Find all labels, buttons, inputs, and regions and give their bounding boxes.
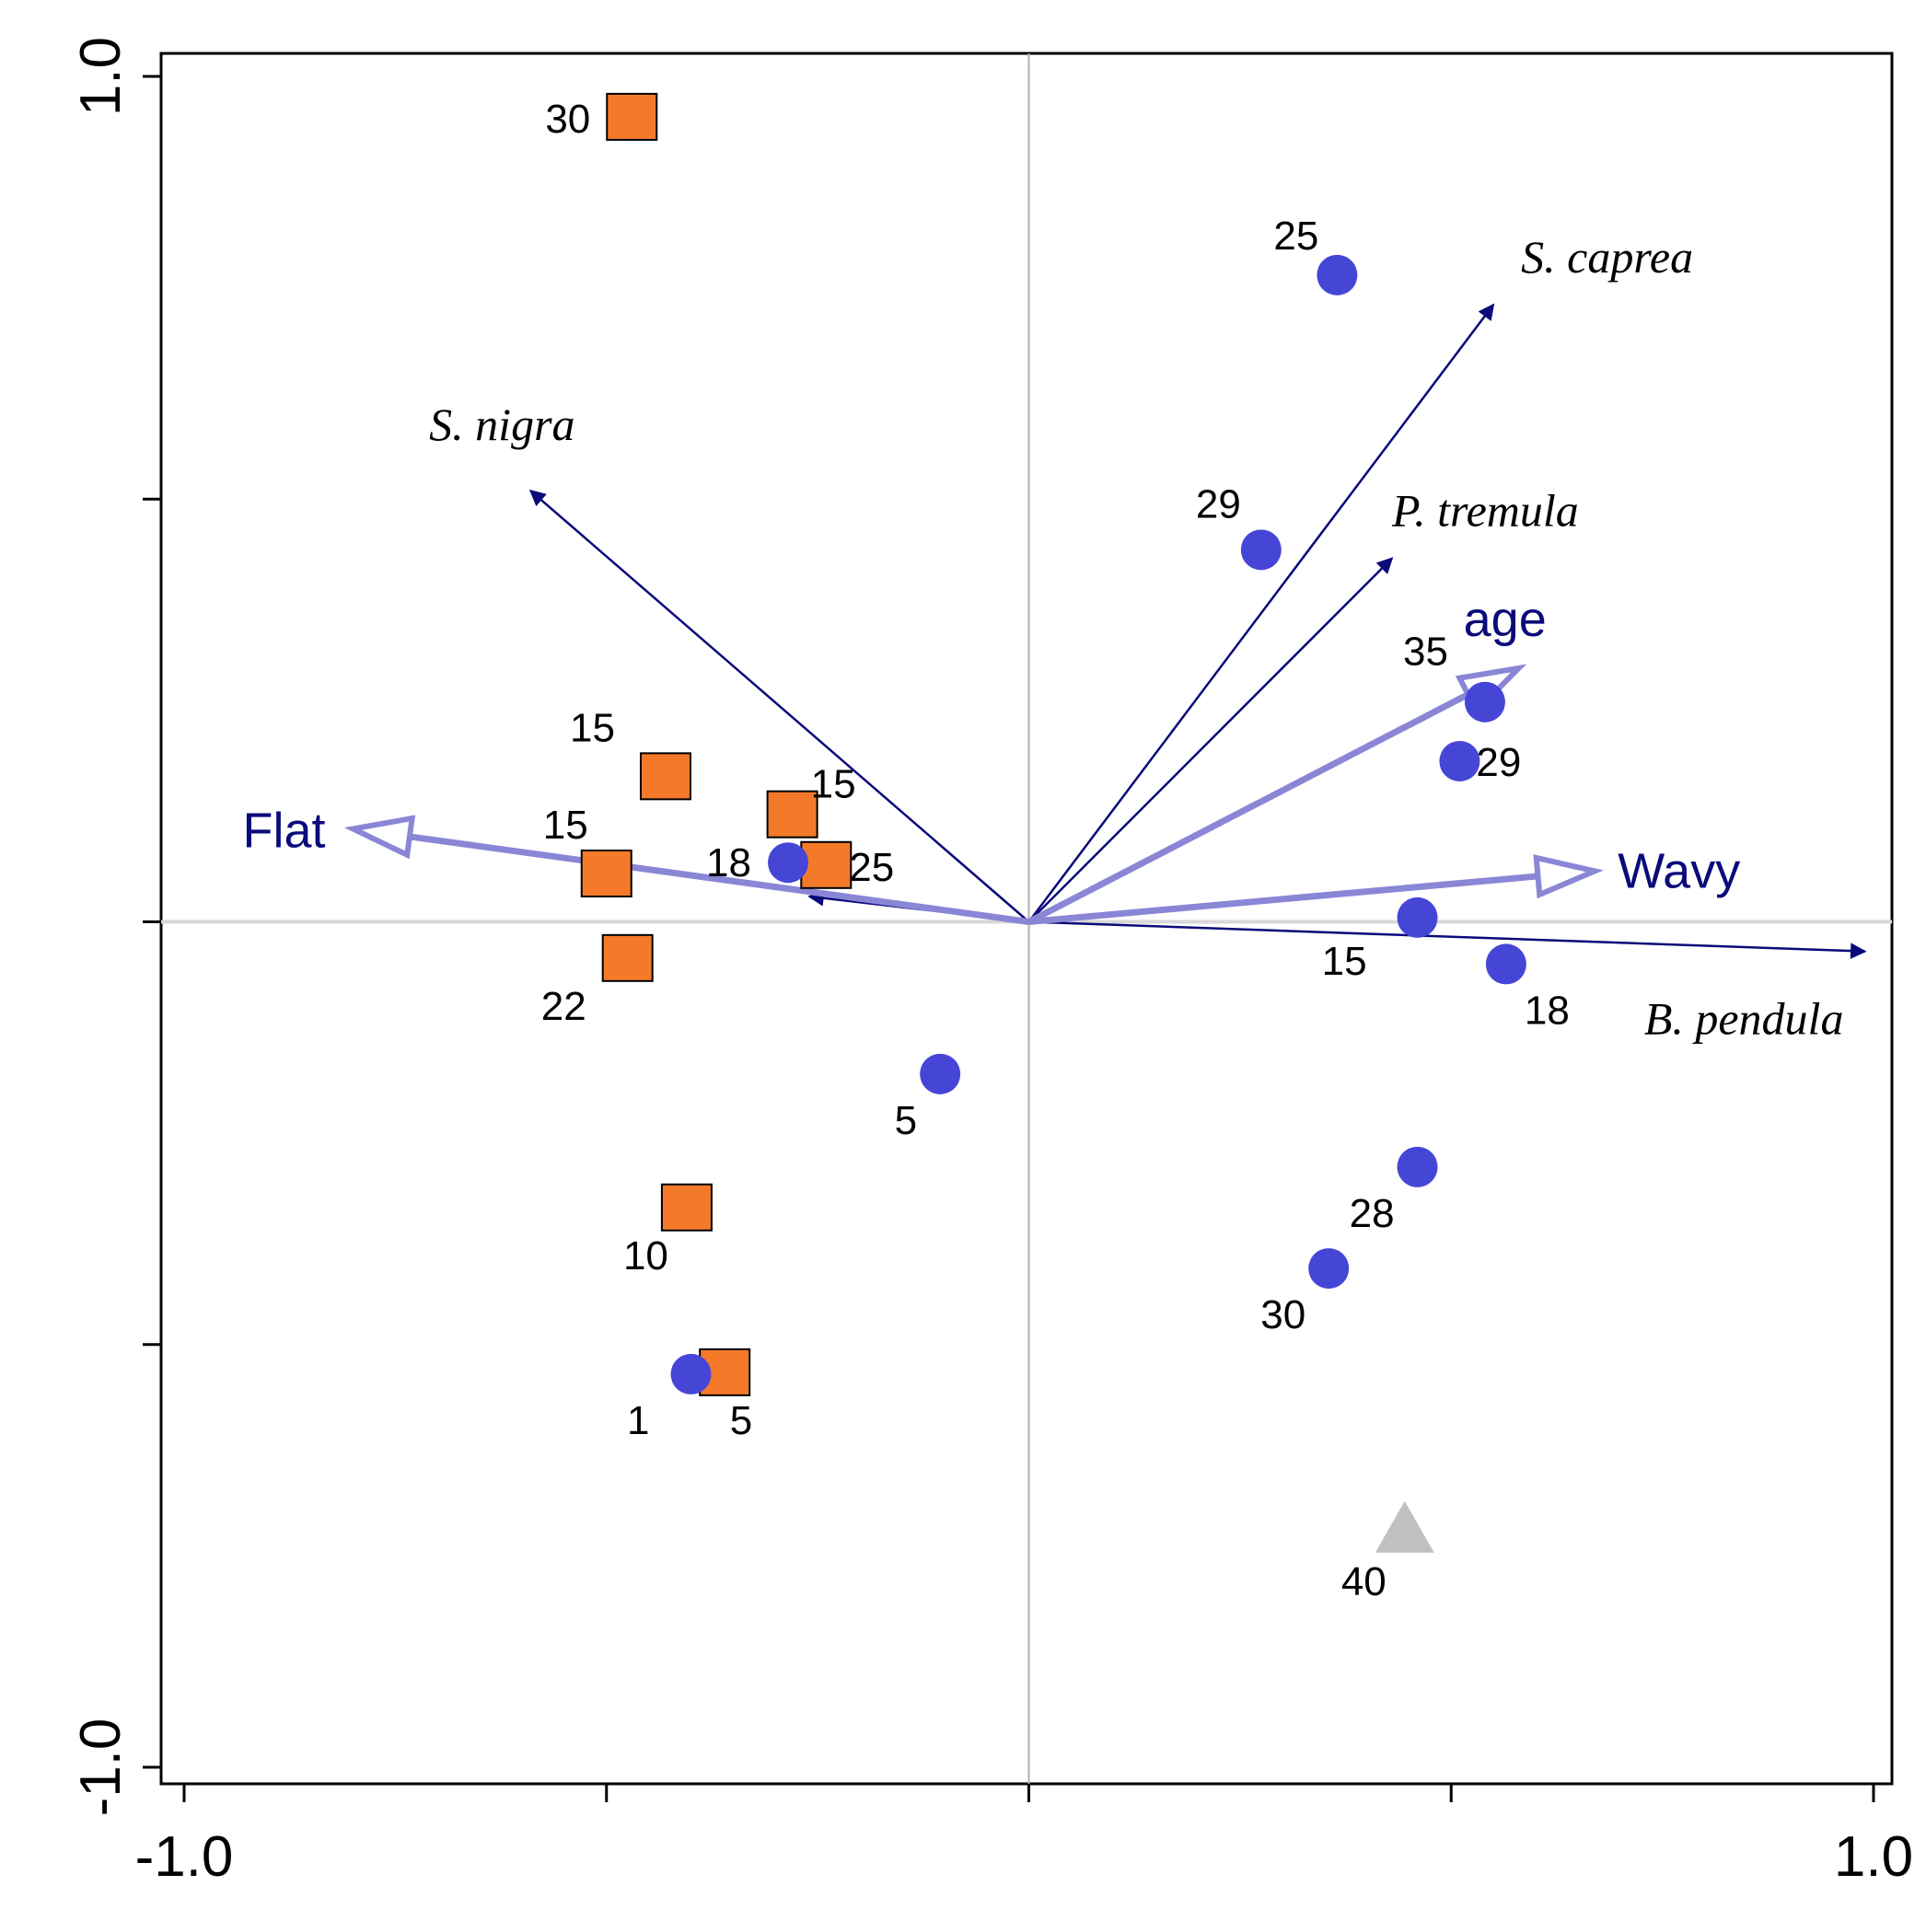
circle-point	[1485, 943, 1526, 985]
circle-point	[1308, 1248, 1350, 1290]
species-arrow-s-caprea	[1027, 303, 1495, 923]
square-point	[660, 1183, 713, 1232]
point-label: 15	[811, 762, 856, 807]
x-tick-label: 1.0	[1834, 1825, 1913, 1889]
species-arrow-b-pendula	[1028, 920, 1867, 959]
circle-point	[768, 842, 809, 884]
species-label: S. nigra	[429, 399, 574, 450]
env-arrow-wavy	[1028, 873, 1538, 925]
point-label: 29	[1196, 481, 1241, 526]
circle-point	[670, 1353, 712, 1394]
circle-point	[1397, 897, 1438, 938]
circle-point	[1317, 254, 1358, 295]
point-label: 18	[706, 840, 751, 885]
env-arrow-wavy-head	[1533, 854, 1604, 899]
species-label: P. tremula	[1391, 485, 1579, 537]
point-label: 29	[1476, 740, 1521, 785]
square-point	[639, 752, 691, 801]
point-label: 22	[541, 984, 586, 1029]
species-arrow-p-tremula	[1027, 557, 1394, 923]
species-label: S. caprea	[1521, 231, 1693, 283]
point-label: 15	[570, 705, 615, 750]
point-label: 15	[1322, 939, 1367, 984]
square-point	[580, 849, 632, 897]
plot-frame	[159, 52, 1894, 1786]
point-label: 28	[1350, 1191, 1395, 1236]
triangle-point	[1375, 1500, 1434, 1553]
y-tick-label: 1.0	[69, 37, 133, 116]
x-tick-label: -1.0	[135, 1825, 234, 1889]
species-label: B. pendula	[1644, 993, 1844, 1045]
point-label: 35	[1403, 630, 1448, 675]
circle-point	[1464, 681, 1505, 723]
point-label: 25	[1273, 214, 1318, 259]
point-label: 40	[1341, 1559, 1386, 1604]
square-point	[606, 92, 658, 141]
y-tick-label: -1.0	[69, 1718, 133, 1817]
square-point	[601, 933, 654, 982]
point-label: 30	[1260, 1292, 1305, 1337]
env-label: age	[1464, 592, 1547, 647]
env-label: Flat	[242, 803, 325, 858]
env-arrow-age	[1027, 691, 1470, 925]
env-arrow-flat-head	[343, 815, 416, 860]
point-label: 10	[623, 1233, 668, 1278]
point-label: 18	[1525, 988, 1570, 1033]
square-point	[800, 840, 853, 889]
point-label: 1	[627, 1398, 649, 1443]
point-label: 30	[545, 97, 590, 142]
env-arrow-flat	[409, 833, 1029, 925]
circle-point	[920, 1053, 961, 1094]
point-label: 25	[849, 845, 894, 890]
square-point	[766, 790, 818, 839]
point-label: 15	[543, 803, 588, 848]
circle-point	[1397, 1146, 1438, 1187]
point-label: 5	[730, 1398, 752, 1443]
env-label: Wavy	[1618, 843, 1740, 898]
point-label: 5	[895, 1098, 917, 1143]
circle-point	[1439, 740, 1480, 781]
circle-point	[1240, 529, 1282, 571]
species-arrow-s-nigra	[528, 489, 1030, 923]
